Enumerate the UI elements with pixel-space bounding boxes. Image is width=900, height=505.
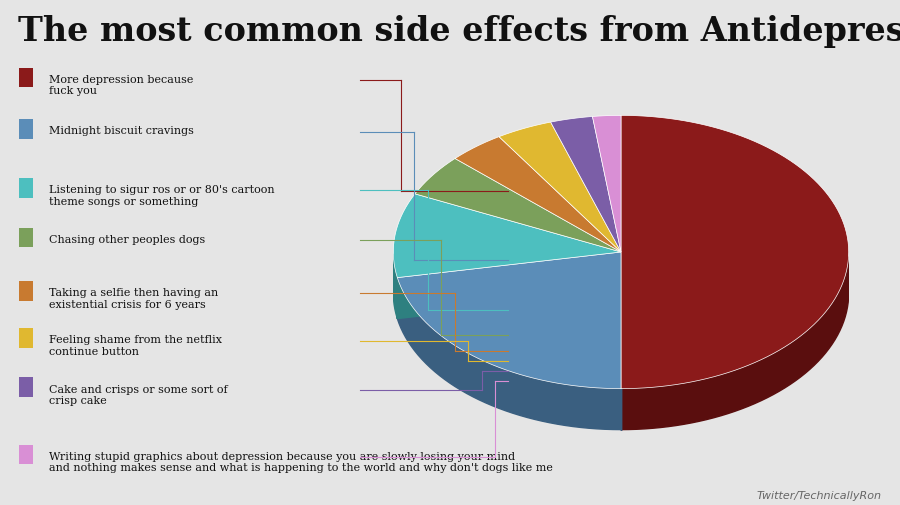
Polygon shape xyxy=(393,255,397,319)
Text: Chasing other peoples dogs: Chasing other peoples dogs xyxy=(50,234,205,244)
Bar xyxy=(19,329,33,348)
Bar xyxy=(19,228,33,247)
Text: Feeling shame from the netflix
continue button: Feeling shame from the netflix continue … xyxy=(50,335,222,357)
Polygon shape xyxy=(397,252,621,319)
Polygon shape xyxy=(455,137,621,252)
Text: Cake and crisps or some sort of
crisp cake: Cake and crisps or some sort of crisp ca… xyxy=(50,384,228,406)
Polygon shape xyxy=(397,252,621,319)
Text: Listening to sigur ros or or 80's cartoon
theme songs or something: Listening to sigur ros or or 80's cartoo… xyxy=(50,185,274,207)
Text: More depression because
fuck you: More depression because fuck you xyxy=(50,75,194,96)
Polygon shape xyxy=(499,123,621,252)
Text: Writing stupid graphics about depression because you are slowly losing your mind: Writing stupid graphics about depression… xyxy=(50,451,553,473)
Polygon shape xyxy=(397,278,621,430)
Bar xyxy=(19,378,33,397)
Polygon shape xyxy=(551,117,621,252)
Bar xyxy=(19,282,33,301)
Bar xyxy=(19,179,33,198)
Polygon shape xyxy=(621,116,849,389)
Polygon shape xyxy=(621,257,849,430)
Polygon shape xyxy=(393,194,621,278)
Text: Twitter/TechnicallyRon: Twitter/TechnicallyRon xyxy=(757,490,882,500)
Text: Taking a selfie then having an
existential crisis for 6 years: Taking a selfie then having an existenti… xyxy=(50,288,219,310)
Bar xyxy=(19,445,33,464)
Text: Midnight biscuit cravings: Midnight biscuit cravings xyxy=(50,126,194,136)
Bar xyxy=(19,69,33,88)
Polygon shape xyxy=(592,116,621,253)
Bar xyxy=(19,120,33,139)
Polygon shape xyxy=(415,159,621,252)
Text: The most common side effects from Antidepressants: The most common side effects from Antide… xyxy=(18,15,900,48)
Polygon shape xyxy=(397,252,621,389)
